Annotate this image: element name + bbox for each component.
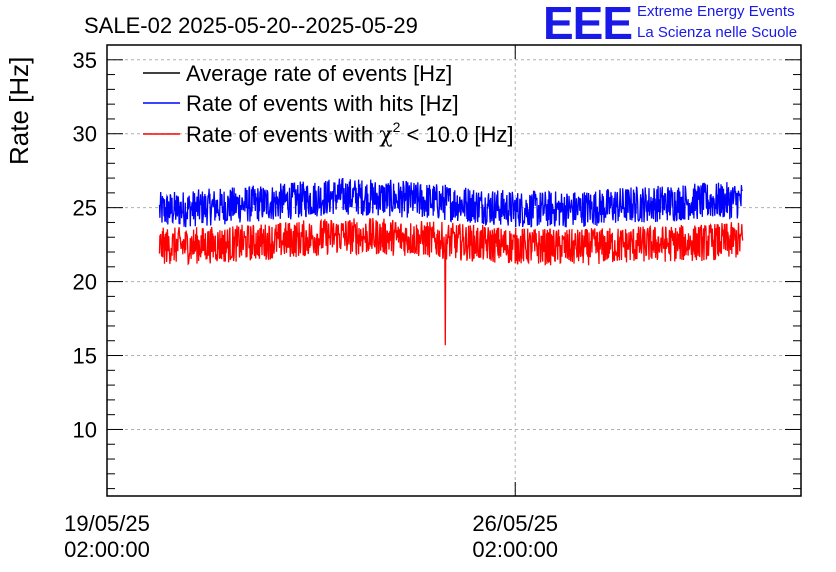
y-tick-labels: 10 15 20 25 30 35 <box>73 48 97 443</box>
logo-line-2: La Scienza nelle Scuole <box>637 24 798 41</box>
y-tick-label: 10 <box>73 417 97 442</box>
chart-title: SALE-02 2025-05-20--2025-05-29 <box>84 13 418 38</box>
legend: Average rate of events [Hz] Rate of even… <box>143 61 513 148</box>
eee-logo-mark: EEE <box>543 0 633 49</box>
plot-frame <box>106 44 802 497</box>
x-tick-label-date: 26/05/25 <box>472 511 558 536</box>
x-tick-label-date: 19/05/25 <box>64 511 150 536</box>
y-tick-label: 15 <box>73 344 97 369</box>
y-axis-label: Rate [Hz] <box>4 57 34 165</box>
series-line-1 <box>158 178 743 228</box>
logo-line-1: Extreme Energy Events <box>637 3 795 20</box>
legend-entry-hits: Rate of events with hits [Hz] <box>186 91 459 116</box>
series-line-2 <box>158 218 744 346</box>
series-group <box>158 178 744 346</box>
legend-entry-chi2: Rate of events with χ2 < 10.0 [Hz] <box>186 119 513 148</box>
y-tick-label: 20 <box>73 270 97 295</box>
y-tick-label: 35 <box>73 48 97 73</box>
x-tick-label-time: 02:00:00 <box>64 537 150 562</box>
x-tick-label-time: 02:00:00 <box>472 537 558 562</box>
axes <box>106 44 802 497</box>
y-tick-label: 30 <box>73 122 97 147</box>
y-tick-label: 25 <box>73 196 97 221</box>
legend-entry-average: Average rate of events [Hz] <box>186 61 452 86</box>
